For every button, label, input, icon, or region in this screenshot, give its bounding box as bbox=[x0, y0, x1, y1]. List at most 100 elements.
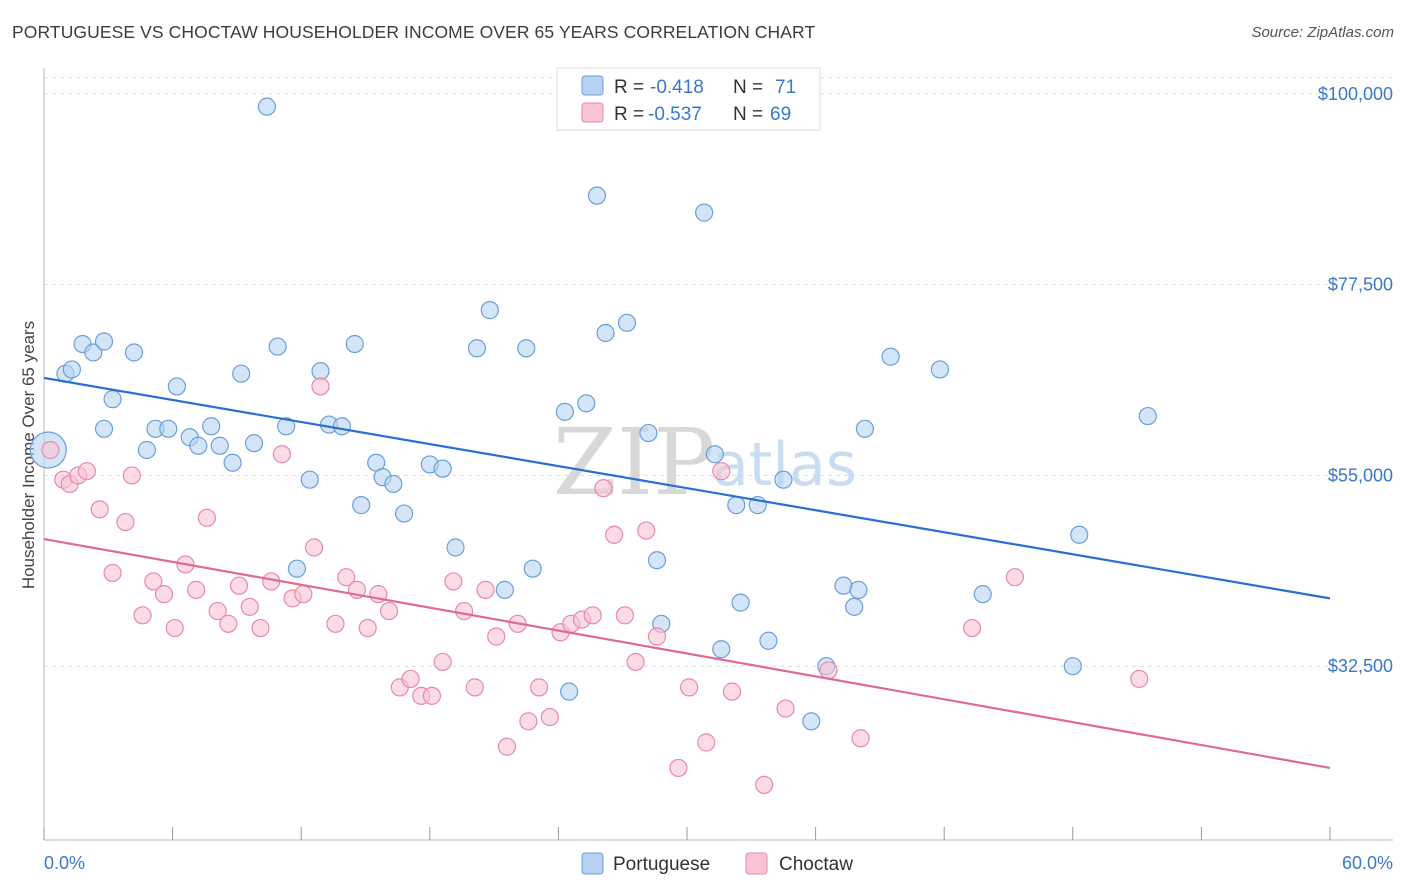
portuguese-point bbox=[517, 339, 536, 358]
choctaw-point bbox=[379, 601, 399, 621]
portuguese-point bbox=[727, 496, 746, 515]
choctaw-point bbox=[422, 686, 442, 705]
legend-swatch-choctaw bbox=[581, 102, 604, 123]
choctaw-point bbox=[337, 568, 356, 587]
choctaw-point bbox=[133, 606, 152, 625]
portuguese-point bbox=[845, 597, 864, 616]
x-tick-label: 0.0% bbox=[44, 853, 85, 873]
portuguese-point bbox=[332, 417, 352, 436]
portuguese-point bbox=[311, 362, 330, 381]
portuguese-point bbox=[705, 445, 724, 464]
choctaw-point bbox=[208, 601, 227, 621]
chart-title: PORTUGUESE VS CHOCTAW HOUSEHOLDER INCOME… bbox=[12, 22, 816, 42]
y-tick-labels: $32,500 $55,000 $77,500 $100,000 bbox=[1318, 84, 1393, 676]
choctaw-point bbox=[433, 652, 452, 672]
x-tick-labels: 0.0% 60.0% bbox=[44, 853, 1393, 873]
portuguese-point bbox=[617, 313, 637, 332]
portuguese-point bbox=[467, 339, 487, 358]
portuguese-trend-line bbox=[43, 376, 1331, 600]
portuguese-point bbox=[639, 423, 658, 443]
choctaw-point bbox=[615, 606, 634, 625]
legend-r-label-1: R = bbox=[614, 77, 644, 98]
choctaw-point bbox=[229, 576, 249, 595]
portuguese-point bbox=[647, 551, 667, 570]
y-tick-label: $55,000 bbox=[1328, 465, 1393, 485]
choctaw-point bbox=[487, 627, 506, 646]
y-tick-label: $32,500 bbox=[1328, 656, 1393, 676]
choctaw-point bbox=[165, 618, 184, 638]
portuguese-point bbox=[523, 559, 542, 578]
portuguese-point bbox=[480, 301, 499, 320]
bottom-legend-portuguese: Portuguese bbox=[613, 854, 710, 875]
portuguese-point bbox=[555, 402, 574, 421]
choctaw-point bbox=[776, 699, 795, 718]
portuguese-point bbox=[834, 576, 853, 595]
source-note: Source: ZipAtlas.com bbox=[1251, 24, 1394, 41]
y-axis-label: Householder Income Over 65 years bbox=[19, 321, 38, 589]
choctaw-point bbox=[197, 508, 216, 527]
portuguese-point bbox=[384, 474, 403, 494]
choctaw-point bbox=[605, 525, 624, 544]
choctaw-point bbox=[444, 572, 463, 591]
portuguese-point bbox=[159, 419, 178, 438]
choctaw-point bbox=[454, 601, 474, 621]
portuguese-point bbox=[300, 470, 319, 489]
portuguese-point bbox=[731, 593, 750, 612]
legend-n-value-1: 71 bbox=[775, 77, 796, 98]
portuguese-point bbox=[1138, 406, 1157, 426]
choctaw-point bbox=[755, 775, 774, 794]
choctaw-point bbox=[851, 729, 870, 748]
choctaw-point bbox=[144, 572, 163, 591]
choctaw-point bbox=[122, 466, 141, 485]
portuguese-point bbox=[137, 440, 156, 460]
portuguese-point bbox=[94, 332, 114, 351]
portuguese-point bbox=[232, 364, 251, 383]
choctaw-point bbox=[103, 563, 122, 583]
choctaw-point bbox=[294, 585, 313, 604]
choctaw-point bbox=[304, 538, 324, 557]
choctaw-point bbox=[540, 707, 559, 727]
portuguese-point bbox=[94, 419, 114, 438]
portuguese-point bbox=[855, 419, 874, 438]
choctaw-point bbox=[116, 512, 135, 532]
y-tick-label: $100,000 bbox=[1318, 84, 1393, 104]
portuguese-point bbox=[167, 377, 186, 396]
portuguese-point bbox=[345, 334, 364, 354]
choctaw-point bbox=[637, 521, 656, 540]
watermark: ZIP atlas bbox=[553, 409, 857, 516]
choctaw-point bbox=[722, 682, 742, 701]
y-tick-label: $77,500 bbox=[1328, 275, 1393, 295]
portuguese-point bbox=[495, 580, 514, 599]
bottom-legend-swatch-choctaw bbox=[745, 852, 768, 875]
choctaw-point bbox=[41, 440, 60, 460]
choctaw-point bbox=[647, 627, 667, 646]
bottom-legend-swatch-portuguese bbox=[581, 852, 604, 875]
portuguese-point bbox=[189, 436, 208, 455]
choctaw-points bbox=[41, 377, 1149, 794]
portuguese-point bbox=[394, 504, 414, 523]
choctaw-point bbox=[626, 652, 645, 672]
choctaw-point bbox=[358, 618, 377, 638]
choctaw-point bbox=[497, 737, 517, 756]
portuguese-point bbox=[802, 712, 821, 731]
portuguese-point bbox=[287, 559, 307, 578]
portuguese-point bbox=[560, 682, 579, 701]
portuguese-point bbox=[577, 394, 596, 413]
portuguese-point bbox=[244, 434, 264, 453]
legend-n-value-2: 69 bbox=[770, 104, 791, 125]
choctaw-point bbox=[583, 606, 602, 625]
portuguese-points bbox=[29, 97, 1157, 731]
legend-swatch-portuguese bbox=[581, 75, 604, 96]
portuguese-point bbox=[210, 436, 229, 455]
portuguese-point bbox=[774, 470, 793, 489]
x-tick-label: 60.0% bbox=[1342, 853, 1393, 873]
choctaw-point bbox=[519, 712, 538, 731]
portuguese-point bbox=[103, 390, 122, 409]
choctaw-point bbox=[240, 597, 259, 616]
portuguese-point bbox=[1070, 525, 1089, 544]
portuguese-point bbox=[352, 496, 371, 515]
choctaw-point bbox=[77, 462, 96, 481]
portuguese-point bbox=[596, 323, 615, 343]
choctaw-point bbox=[251, 618, 270, 638]
